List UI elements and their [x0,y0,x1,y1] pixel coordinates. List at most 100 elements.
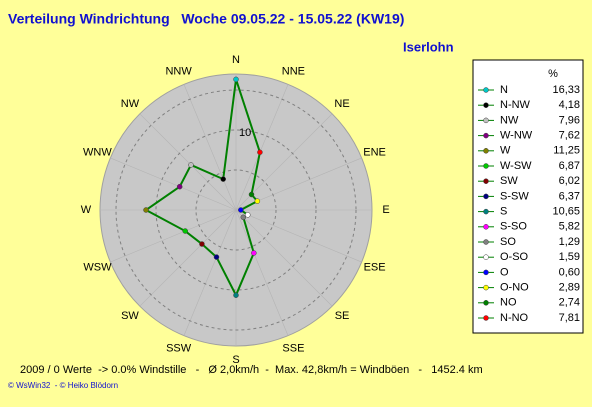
wind-point [257,149,263,156]
legend-value: 1,29 [559,236,580,248]
legend-marker [483,117,489,124]
direction-label: S [232,354,239,366]
legend-marker [483,300,489,306]
wind-point [220,176,226,182]
direction-label: NW [121,98,140,110]
legend-marker [483,224,489,230]
legend-value: 4,18 [559,99,580,111]
grid-ring [115,89,357,331]
direction-label: ENE [363,147,386,159]
r-tick-label: 10 [239,127,251,139]
legend-marker [483,163,489,169]
legend-marker [483,284,489,291]
legend-name: N-NO [500,312,529,324]
location: Iserlohn [403,39,454,54]
legend-marker [483,178,489,184]
direction-label: NNW [165,65,192,77]
legend-marker [483,315,489,321]
direction-label: ESE [364,261,386,273]
legend-marker [483,254,489,260]
wind-point [251,250,257,256]
legend-value: 6,02 [559,175,580,187]
legend-value: 5,82 [559,221,580,233]
grid-ring [195,169,277,251]
legend-name: O-SO [500,251,529,263]
legend-marker [483,193,489,200]
legend-value: 10,65 [552,206,580,218]
direction-label: SSE [282,342,304,354]
direction-label: N [232,54,240,66]
legend-value: 2,89 [559,282,580,294]
legend-value: 6,87 [559,160,580,172]
spoke [139,113,237,211]
footer: 2009 / 0 Werte -> 0.0% Windstille - Ø 2,… [20,364,483,376]
direction-label: E [382,204,389,216]
legend-marker [483,148,489,154]
spoke [235,209,362,263]
wind-point [182,228,188,234]
legend-name: O-NO [500,282,529,294]
legend-value: 7,96 [559,114,580,126]
wind-point [238,207,244,213]
legend-name: W [500,145,511,157]
spoke [139,209,237,307]
spoke [183,84,237,211]
direction-label: NE [334,98,349,110]
legend-marker [483,132,489,139]
wind-point [245,212,251,218]
legend-name: SO [500,236,516,248]
legend-name: NO [500,297,517,309]
wind-point [213,254,220,260]
credit: © WsWin32 - © Heiko Blödorn [8,381,118,390]
legend-value: 0,60 [559,266,580,278]
legend-name: S-SW [500,190,529,202]
legend-name: SW [500,175,518,187]
spoke [235,209,333,307]
legend-marker [483,239,489,245]
legend-name: S-SO [500,221,527,233]
direction-label: WNW [83,147,112,159]
spoke [235,209,289,336]
legend-value: 6,37 [559,190,580,202]
legend-name: W-SW [500,160,532,172]
chart-title: Verteilung Windrichtung Woche 09.05.22 -… [8,11,404,27]
wind-point [240,214,247,221]
legend-value: 2,74 [559,297,580,309]
wind-point [176,183,183,190]
legend-marker [483,87,489,93]
legend-value: 7,81 [559,312,580,324]
direction-label: NNE [282,65,305,77]
legend-name: S [500,206,507,218]
direction-label: SW [121,310,139,322]
legend-name: O [500,266,509,278]
legend-name: NW [500,114,519,126]
legend-name: N [500,84,508,96]
wind-point [248,191,255,198]
wind-point [254,198,261,204]
legend-name: W-NW [500,130,533,142]
legend-marker [483,269,489,276]
direction-label: W [81,204,92,216]
spoke [183,209,237,336]
spoke [110,157,237,211]
legend-value: 16,33 [552,84,580,96]
legend-value: 11,25 [553,145,580,157]
wind-point [199,241,205,247]
direction-label: SSW [166,342,192,354]
grid-ring [155,129,317,291]
legend-header: % [548,68,558,80]
wind-point [143,207,149,213]
direction-label: WSW [83,261,112,273]
wind-point [233,76,239,83]
legend-marker [483,208,489,215]
spoke [110,209,237,263]
legend-name: N-NW [500,99,531,111]
wind-point [188,162,194,168]
legend-marker [483,102,489,108]
direction-label: SE [335,310,350,322]
wind-point [233,292,239,298]
legend-value: 7,62 [559,130,580,142]
legend-value: 1,59 [559,251,580,263]
spoke [235,84,289,211]
